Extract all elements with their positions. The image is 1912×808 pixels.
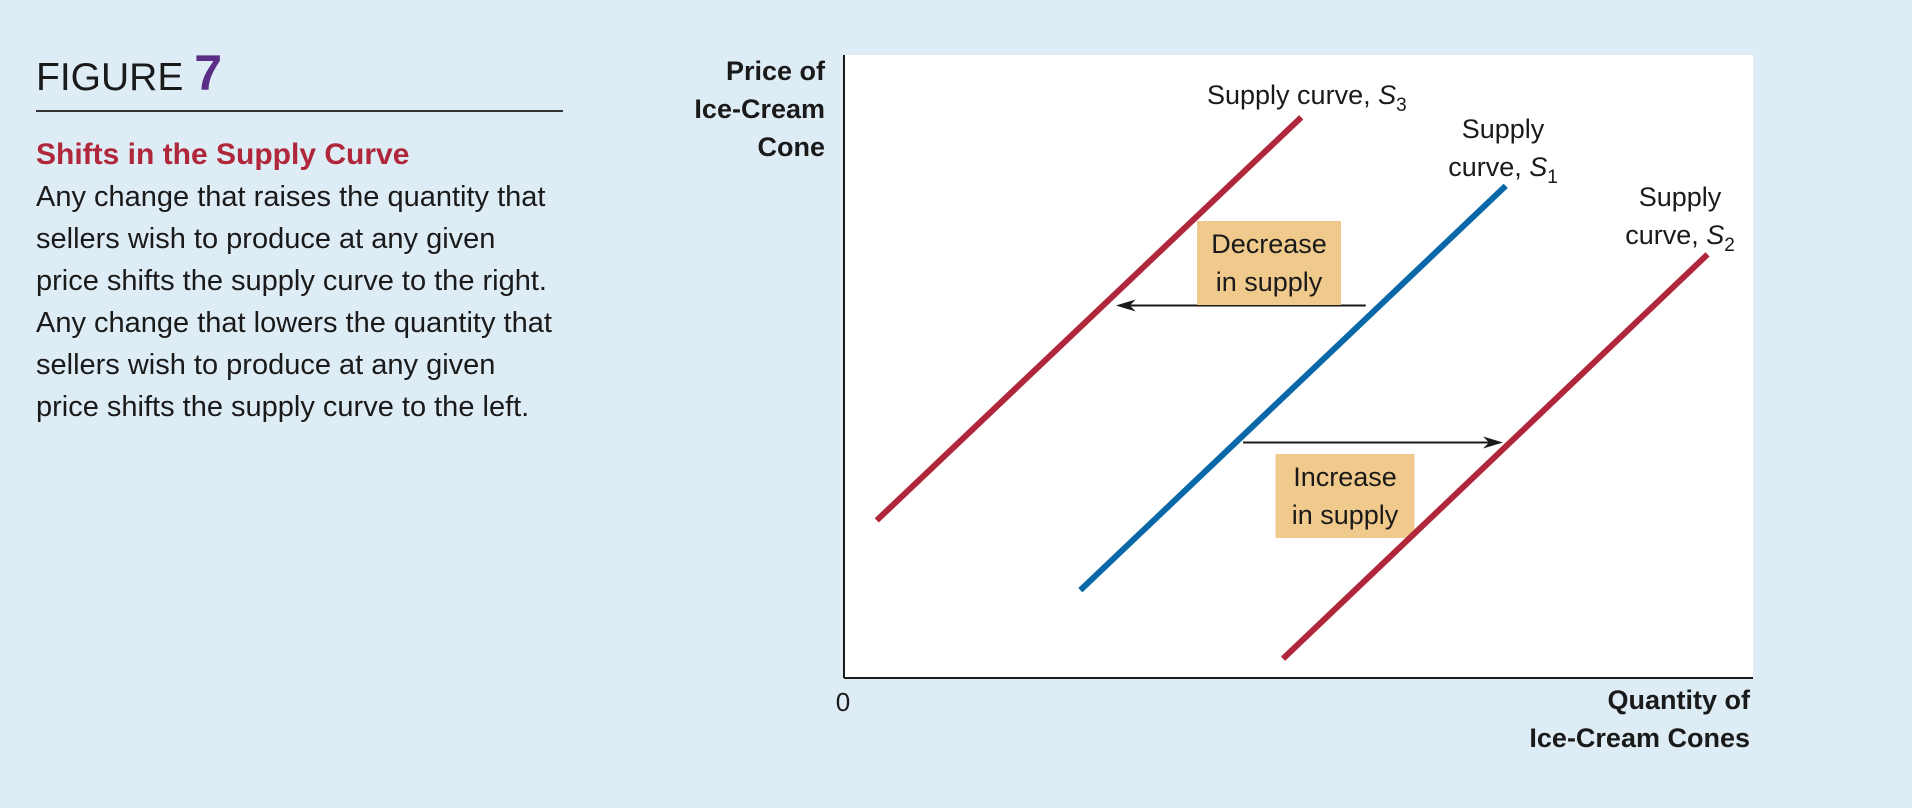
- y-axis-title-line: Cone: [758, 132, 826, 162]
- x-axis-title-line: Ice-Cream Cones: [1529, 723, 1750, 753]
- increase-annotation-text: Increase: [1293, 462, 1397, 492]
- supply-curves: [874, 115, 1710, 661]
- supply-curve-s2-label: Supply: [1639, 182, 1722, 212]
- supply-curve-s3: [874, 115, 1304, 523]
- decrease-annotation-text: Decrease: [1211, 229, 1327, 259]
- supply-curve-labels: Supply curve, S3 Supply curve, S1 Supply cur…: [1207, 80, 1735, 256]
- figure-heading: FIGURE 7: [36, 48, 563, 112]
- decrease-arrow-head: [1115, 299, 1136, 312]
- decrease-annotation-text: in supply: [1216, 267, 1323, 297]
- figure-label: FIGURE: [36, 56, 184, 99]
- supply-curve-s1: [1078, 183, 1508, 593]
- plot-area: [844, 55, 1753, 678]
- increase-annotation-text: in supply: [1292, 500, 1399, 530]
- increase-arrow-head: [1483, 436, 1504, 449]
- y-axis-title-line: Price of: [726, 56, 826, 86]
- y-axis-title-line: Ice-Cream: [694, 94, 825, 124]
- y-axis-title: Price of Ice-Cream Cone: [694, 56, 826, 162]
- x-axis-title-line: Quantity of: [1608, 685, 1751, 715]
- supply-curve-s1-label: curve, S1: [1448, 152, 1558, 188]
- x-axis-title: Quantity of Ice-Cream Cones: [1529, 685, 1751, 753]
- supply-curve-s2-label: curve, S2: [1625, 220, 1735, 256]
- supply-curve-s2: [1280, 252, 1710, 661]
- decrease-annotation-box: [1197, 221, 1341, 305]
- supply-curve-s3-label: Supply curve, S3: [1207, 80, 1407, 116]
- figure-description: Any change that raises the quantity that…: [36, 181, 552, 423]
- figure-subtitle: Shifts in the Supply Curve: [36, 138, 410, 171]
- figure-caption-panel: FIGURE 7 Shifts in the Supply Curve Any …: [36, 48, 563, 428]
- figure-number: 7: [194, 45, 222, 101]
- origin-label: 0: [836, 687, 850, 717]
- supply-curve-s1-label: Supply: [1462, 114, 1545, 144]
- annotation-boxes: Decrease in supply Increase in supply: [1197, 221, 1415, 538]
- shift-arrows: [1115, 299, 1504, 449]
- increase-annotation-box: [1275, 454, 1415, 538]
